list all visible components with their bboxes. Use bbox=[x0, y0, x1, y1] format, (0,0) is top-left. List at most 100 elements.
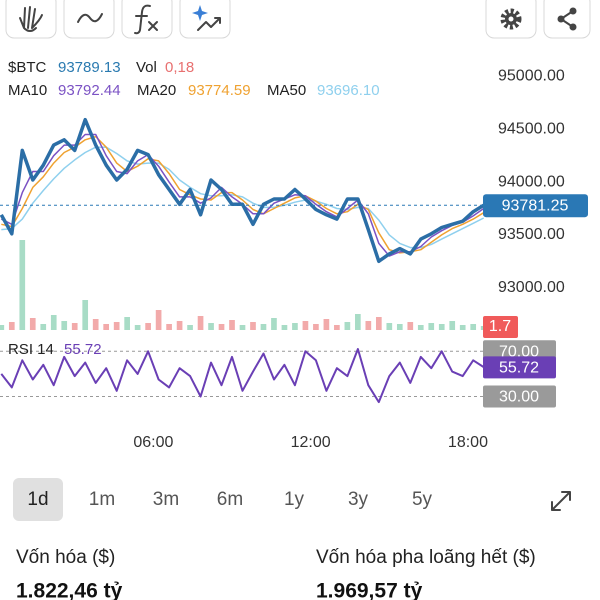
volume-bar bbox=[271, 318, 277, 330]
volume-bar bbox=[208, 323, 214, 330]
legend-value: 93789.13 bbox=[58, 59, 121, 76]
x-tick-label: 6 bbox=[0, 434, 1, 451]
volume-bar bbox=[113, 322, 120, 330]
volume-bar bbox=[145, 323, 151, 330]
indicator-button[interactable] bbox=[63, 0, 115, 39]
volume-bar bbox=[313, 324, 319, 330]
rsi-level-box bbox=[483, 385, 556, 408]
volume-bar bbox=[187, 325, 193, 330]
share-dot bbox=[557, 15, 565, 23]
volume-bar bbox=[71, 323, 78, 330]
volume-bar bbox=[459, 325, 466, 330]
volume-bar bbox=[218, 324, 225, 330]
rsi-name: RSI 14 bbox=[8, 341, 54, 358]
volume-label: 1.7 bbox=[489, 318, 511, 335]
volume-bar bbox=[239, 325, 246, 330]
stats: Vốn hóa ($) 1.822,46 tỷ Vốn hóa pha loãng … bbox=[16, 547, 536, 600]
hand-icon bbox=[19, 6, 43, 32]
volume-bar bbox=[176, 321, 183, 330]
y-tick-label: 93500.00 bbox=[498, 226, 565, 243]
x-tick-label: 12:00 bbox=[291, 434, 331, 451]
volume-bar bbox=[29, 318, 36, 330]
hand-button[interactable] bbox=[5, 0, 57, 39]
range-option[interactable]: 1y bbox=[284, 489, 305, 510]
range-option[interactable]: 1m bbox=[89, 489, 115, 510]
legend-name: MA50 bbox=[267, 82, 306, 99]
volume-bar bbox=[428, 323, 435, 330]
volume-bar bbox=[281, 325, 288, 330]
rsi-level-label: 30.00 bbox=[499, 389, 539, 406]
volume-bar bbox=[8, 322, 15, 330]
volume-bar bbox=[470, 324, 477, 330]
formula-button[interactable] bbox=[121, 0, 173, 39]
volume-bar bbox=[166, 324, 172, 330]
gear-hole bbox=[508, 16, 514, 22]
last-price-box bbox=[483, 194, 588, 218]
expand-icon[interactable] bbox=[551, 491, 571, 511]
volume-bar bbox=[134, 325, 141, 330]
wave-icon bbox=[77, 13, 103, 23]
y-tick-label: 94500.00 bbox=[498, 120, 565, 137]
ma-line bbox=[1, 146, 485, 249]
volume-bar bbox=[407, 322, 414, 330]
y-tick-label: 94000.00 bbox=[498, 173, 565, 190]
volume-bar bbox=[124, 317, 130, 330]
volume-bar bbox=[250, 322, 256, 330]
toolbar bbox=[5, 0, 591, 39]
range-option[interactable]: 5y bbox=[412, 489, 433, 510]
chart: 95000.00 94500.00 94000.00 93500.00 93000.00… bbox=[0, 68, 588, 451]
range-option[interactable]: 3y bbox=[348, 489, 369, 510]
ma-line bbox=[0, 133, 485, 257]
volume-bar bbox=[229, 320, 235, 330]
stat-value: 1.969,57 tỷ bbox=[316, 580, 423, 600]
volume-bar bbox=[82, 300, 89, 330]
legend-value: 93696.10 bbox=[317, 82, 380, 99]
legend-value: 0,18 bbox=[165, 59, 194, 76]
volume-bar bbox=[50, 315, 57, 330]
rsi-current-box bbox=[483, 356, 556, 379]
last-price-label: 93781.25 bbox=[502, 197, 569, 214]
range-option[interactable]: 3m bbox=[153, 489, 179, 510]
y-tick-label: 93000.00 bbox=[498, 279, 565, 296]
rsi-value: 55.72 bbox=[64, 341, 102, 358]
volume-box bbox=[483, 316, 518, 338]
range-option[interactable]: 6m bbox=[217, 489, 243, 510]
share-button[interactable] bbox=[543, 0, 591, 39]
share-dot bbox=[569, 23, 577, 31]
stat-value: 1.822,46 tỷ bbox=[16, 580, 123, 600]
volume-bar bbox=[92, 319, 99, 330]
trend-icon bbox=[197, 17, 221, 31]
volume-bar bbox=[197, 316, 204, 330]
legend-name: $BTC bbox=[8, 59, 47, 76]
volume-bar bbox=[344, 322, 351, 330]
rsi-line bbox=[0, 348, 485, 404]
y-tick-label: 95000.00 bbox=[498, 68, 565, 85]
volume-bar bbox=[323, 319, 330, 330]
ai-button[interactable] bbox=[179, 0, 231, 39]
stat-label: Vốn hóa pha loãng hết ($) bbox=[316, 547, 536, 568]
x-tick-label: 18:00 bbox=[448, 434, 488, 451]
volume-bar bbox=[103, 324, 110, 330]
volume-bar bbox=[396, 324, 403, 330]
ma-line bbox=[1, 135, 485, 254]
volume-bar bbox=[61, 321, 68, 330]
range-selected bbox=[13, 478, 63, 521]
volume-bar bbox=[386, 323, 393, 330]
sparkle-icon bbox=[192, 5, 208, 21]
stat-label: Vốn hóa ($) bbox=[16, 547, 115, 568]
volume-bar bbox=[19, 240, 26, 330]
formula-icon bbox=[134, 4, 158, 35]
rsi-level-label: 70.00 bbox=[499, 344, 539, 361]
x-tick-label: 06:00 bbox=[133, 434, 173, 451]
rsi-current-label: 55.72 bbox=[499, 360, 539, 377]
volume-bar bbox=[302, 321, 309, 330]
price-line bbox=[0, 117, 485, 264]
range-option[interactable]: 1d bbox=[27, 489, 48, 510]
volume-bar bbox=[449, 321, 456, 330]
volume-bar bbox=[40, 324, 47, 330]
range-selector: 1d 1m 3m 6m 1y 3y 5y bbox=[13, 478, 571, 521]
legend-value: 93792.44 bbox=[58, 82, 121, 99]
legend-name: MA20 bbox=[137, 82, 176, 99]
